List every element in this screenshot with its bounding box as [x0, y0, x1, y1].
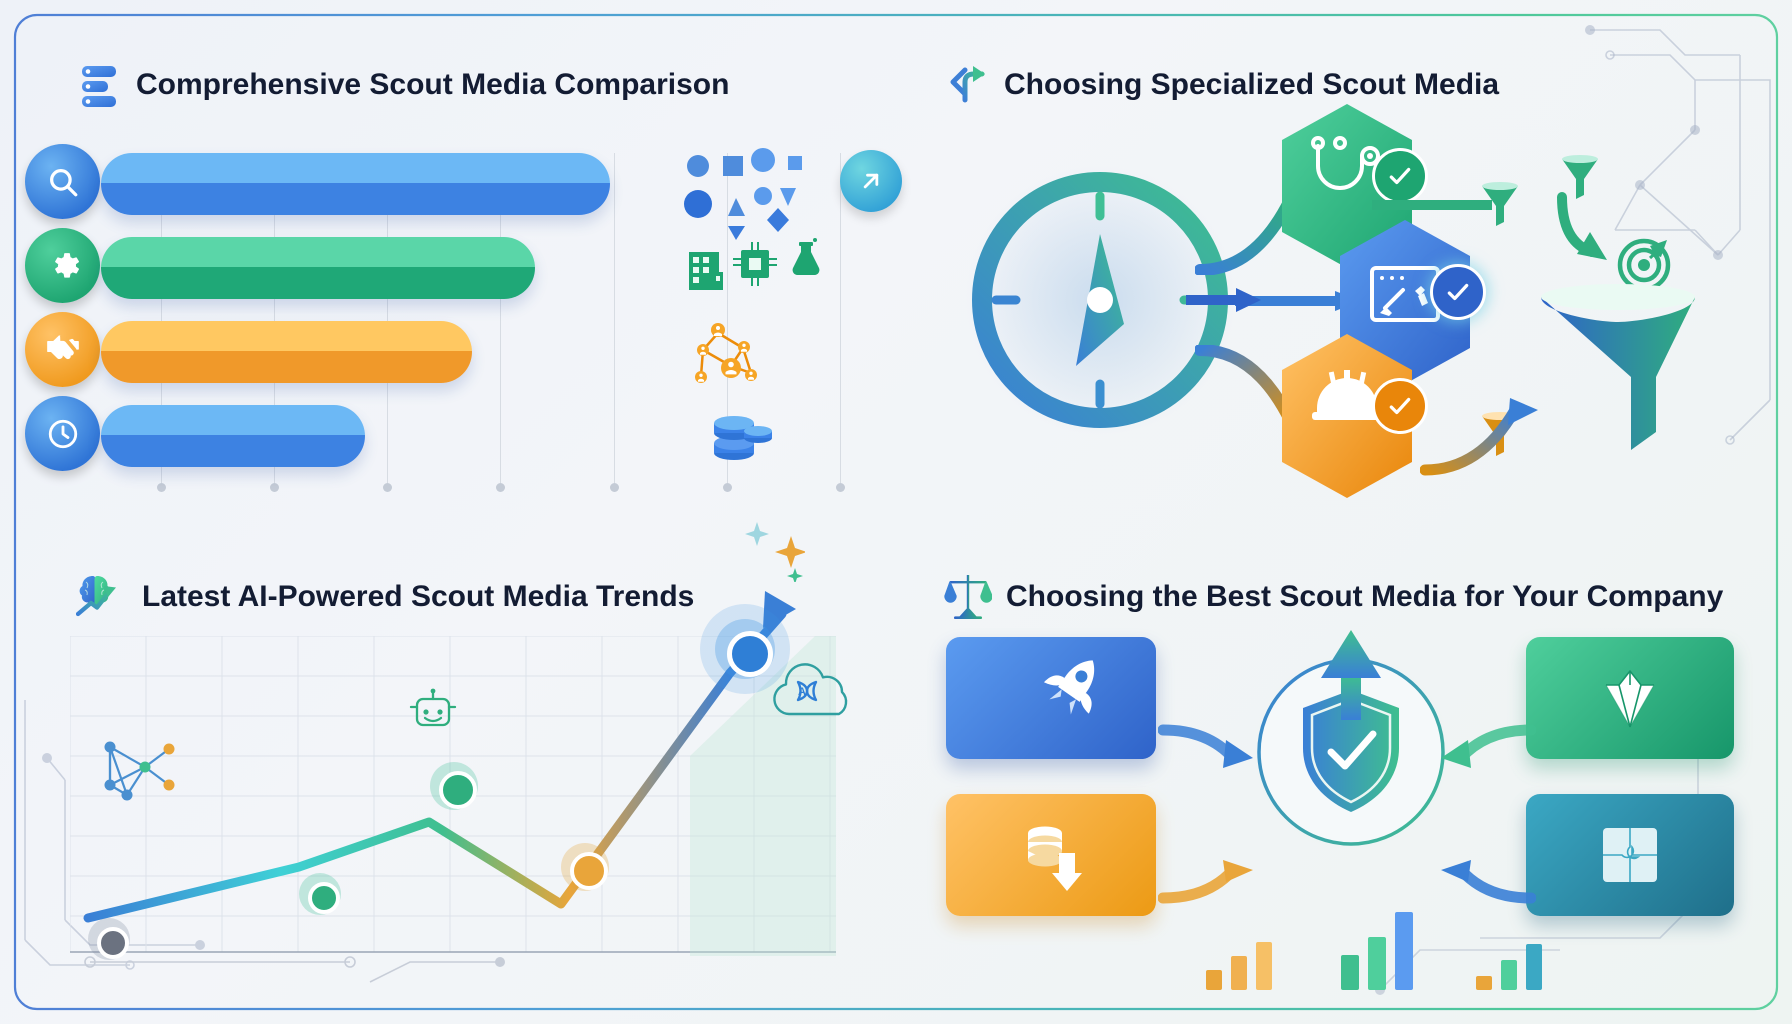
svg-text:AI: AI	[798, 686, 809, 698]
